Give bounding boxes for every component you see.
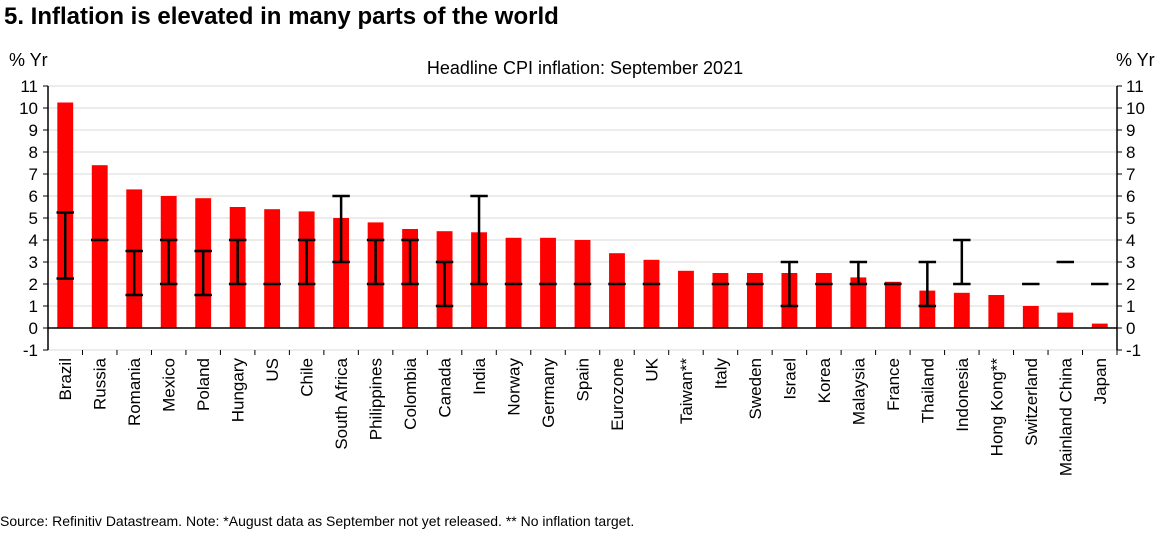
bar bbox=[988, 295, 1005, 328]
y-tick-label-left: -1 bbox=[23, 341, 38, 360]
x-tick-label: Indonesia bbox=[953, 357, 972, 431]
x-tick-label: Spain bbox=[574, 358, 593, 401]
x-tick-label: Norway bbox=[505, 358, 524, 416]
y-axis-label-right: % Yr bbox=[1116, 50, 1155, 70]
x-tick-label: Eurozone bbox=[608, 358, 627, 431]
source-note: Source: Refinitiv Datastream. Note: *Aug… bbox=[0, 513, 635, 529]
y-axis-label-left: % Yr bbox=[9, 50, 48, 70]
y-tick-label-left: 1 bbox=[29, 297, 38, 316]
bar bbox=[850, 277, 867, 328]
y-tick-label-left: 0 bbox=[29, 319, 38, 338]
bar bbox=[333, 218, 350, 328]
x-tick-label: Brazil bbox=[56, 358, 75, 401]
x-tick-label: Mexico bbox=[160, 358, 179, 412]
y-tick-label-left: 11 bbox=[20, 77, 38, 96]
bar bbox=[746, 273, 763, 328]
axes bbox=[43, 85, 1122, 355]
y-tick-label-left: 9 bbox=[29, 121, 38, 140]
y-tick-label-right: 2 bbox=[1126, 275, 1135, 294]
bar bbox=[91, 165, 108, 328]
x-tick-label: Italy bbox=[711, 358, 730, 390]
x-tick-label: Thailand bbox=[918, 358, 937, 423]
y-tick-label-left: 2 bbox=[29, 275, 38, 294]
x-tick-label: Sweden bbox=[746, 358, 765, 419]
page-title: 5. Inflation is elevated in many parts o… bbox=[4, 3, 559, 30]
y-tick-label-right: 5 bbox=[1126, 209, 1135, 228]
y-tick-label-right: 1 bbox=[1126, 297, 1135, 316]
x-tick-label: France bbox=[884, 358, 903, 411]
x-tick-label: Romania bbox=[125, 357, 144, 426]
bar bbox=[609, 253, 625, 328]
y-tick-label-left: 10 bbox=[19, 99, 38, 118]
chart-title: Headline CPI inflation: September 2021 bbox=[427, 58, 743, 78]
y-tick-label-right: 7 bbox=[1126, 165, 1135, 184]
x-tick-label: US bbox=[263, 358, 282, 382]
bar bbox=[1057, 312, 1074, 328]
y-tick-label-left: 8 bbox=[29, 143, 38, 162]
x-tick-label: Japan bbox=[1091, 358, 1110, 404]
y-tick-label-right: 3 bbox=[1126, 253, 1135, 272]
y-tick-label-right: -1 bbox=[1126, 341, 1141, 360]
x-tick-label: Switzerland bbox=[1022, 358, 1041, 446]
y-tick-label-left: 4 bbox=[29, 231, 38, 250]
x-tick-label: Philippines bbox=[367, 358, 386, 440]
bar bbox=[712, 273, 729, 328]
x-tick-label: Canada bbox=[436, 357, 455, 417]
x-tick-label: South Africa bbox=[332, 357, 351, 449]
y-tick-label-left: 7 bbox=[29, 165, 38, 184]
y-tick-label-right: 9 bbox=[1126, 121, 1135, 140]
x-tick-label: India bbox=[470, 357, 489, 394]
x-tick-label: Israel bbox=[780, 358, 799, 400]
x-tick-label: Taiwan** bbox=[677, 358, 696, 425]
bar bbox=[953, 292, 970, 328]
x-tick-label: Colombia bbox=[401, 357, 420, 429]
y-tick-label-right: 8 bbox=[1126, 143, 1135, 162]
x-tick-label: Hungary bbox=[229, 358, 248, 423]
x-tick-label: Mainland China bbox=[1056, 357, 1075, 476]
x-tick-label: Poland bbox=[194, 358, 213, 411]
x-tick-label: UK bbox=[642, 357, 661, 381]
bar bbox=[1022, 306, 1039, 328]
x-tick-label: Germany bbox=[539, 358, 558, 428]
bar bbox=[264, 209, 281, 328]
bar bbox=[815, 273, 832, 328]
bar bbox=[643, 259, 660, 328]
y-tick-label-right: 4 bbox=[1126, 231, 1135, 250]
y-tick-label-right: 6 bbox=[1126, 187, 1135, 206]
bar bbox=[919, 290, 936, 328]
y-tick-label-left: 6 bbox=[29, 187, 38, 206]
x-tick-label: Korea bbox=[815, 357, 834, 403]
x-tick-label: Russia bbox=[91, 357, 110, 410]
bar bbox=[1091, 323, 1108, 328]
x-tick-label: Malaysia bbox=[849, 357, 868, 425]
y-tick-label-right: 10 bbox=[1126, 99, 1145, 118]
y-tick-label-left: 5 bbox=[29, 209, 38, 228]
inflation-targets bbox=[56, 194, 1109, 308]
bar bbox=[678, 270, 694, 328]
x-tick-label: Hong Kong** bbox=[987, 358, 1006, 457]
y-tick-label-right: 0 bbox=[1126, 319, 1135, 338]
x-tick-label: Chile bbox=[298, 358, 317, 397]
bars bbox=[57, 102, 1108, 328]
y-tick-label-right: 11 bbox=[1126, 77, 1144, 96]
y-tick-label-left: 3 bbox=[29, 253, 38, 272]
bar bbox=[884, 281, 901, 328]
